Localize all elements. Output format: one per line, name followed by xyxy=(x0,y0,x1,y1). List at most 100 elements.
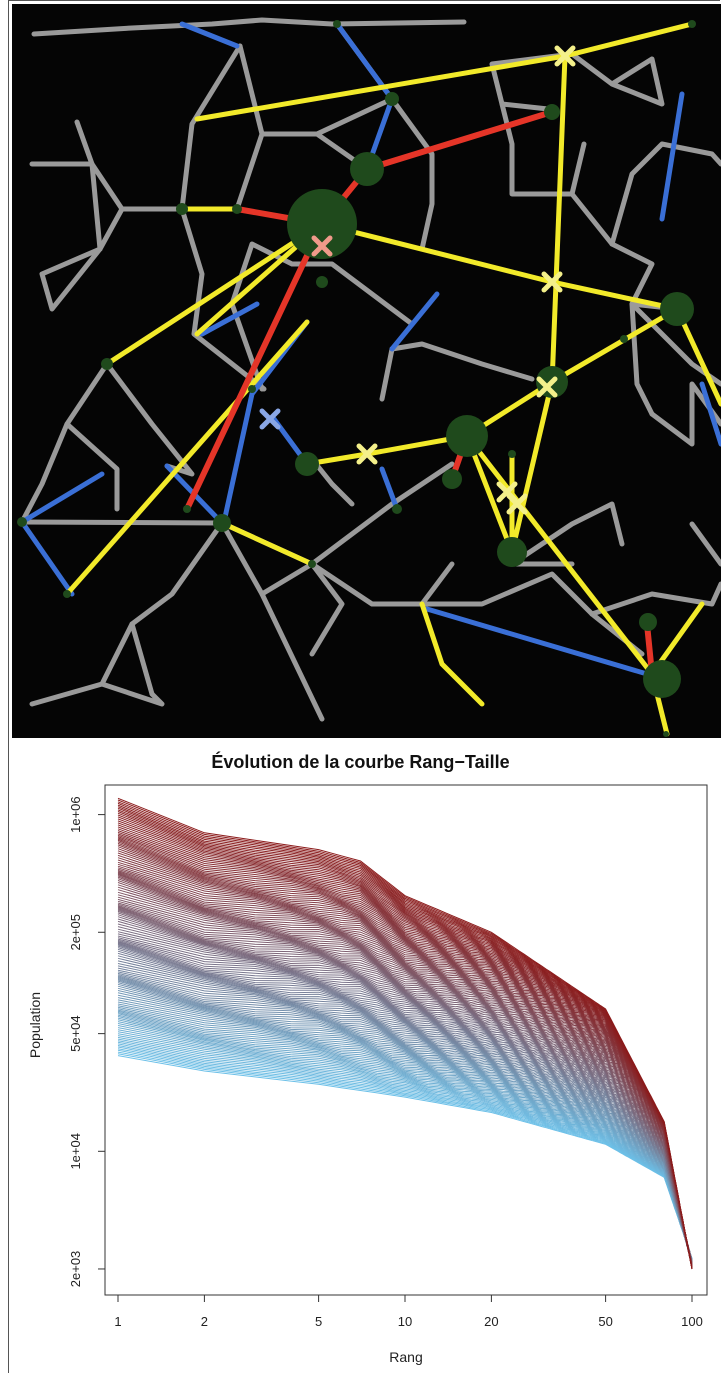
city-node xyxy=(639,613,657,631)
city-node xyxy=(287,189,357,259)
city-node xyxy=(248,385,256,393)
y-tick-label: 5e+04 xyxy=(68,1015,83,1052)
road-segment xyxy=(629,301,655,417)
city-node xyxy=(101,358,113,370)
x-axis-label: Rang xyxy=(389,1349,422,1365)
city-node xyxy=(295,452,319,476)
blue-link xyxy=(659,91,685,222)
blue-link xyxy=(19,471,105,525)
yellow-link xyxy=(419,601,485,707)
road-segment xyxy=(309,461,455,567)
y-tick-label: 2e+05 xyxy=(68,914,83,951)
road-segment xyxy=(609,141,721,247)
road-segment xyxy=(39,119,103,312)
road-segment xyxy=(31,17,467,37)
yellow-link xyxy=(509,379,555,555)
city-node xyxy=(385,92,399,106)
blue-link xyxy=(199,301,260,337)
road-segment xyxy=(99,681,165,707)
x-tick-label: 50 xyxy=(598,1314,612,1329)
x-tick-label: 10 xyxy=(398,1314,412,1329)
red-link xyxy=(364,109,555,172)
city-node xyxy=(213,514,231,532)
city-node xyxy=(232,204,242,214)
city-node xyxy=(663,731,669,737)
city-node xyxy=(620,335,628,343)
road-segment xyxy=(29,161,185,212)
cross-marker-icon xyxy=(541,271,563,293)
road-segment xyxy=(129,520,225,697)
red-links xyxy=(184,109,655,677)
city-node xyxy=(392,504,402,514)
blue-link xyxy=(379,466,400,512)
cross-marker-icon xyxy=(311,235,333,257)
x-tick-label: 1 xyxy=(114,1314,121,1329)
rank-size-curve xyxy=(117,900,693,1266)
city-node xyxy=(688,20,696,28)
cross-marker-icon xyxy=(259,408,281,430)
rank-size-curve xyxy=(117,797,693,1270)
city-node xyxy=(497,537,527,567)
road-segment xyxy=(179,43,267,392)
yellow-link xyxy=(674,306,721,407)
y-axis-label: Population xyxy=(27,992,43,1058)
chart-title: Évolution de la courbe Rang−Taille xyxy=(211,752,510,772)
blue-link xyxy=(424,606,650,677)
city-node xyxy=(643,660,681,698)
city-node xyxy=(350,152,384,186)
cross-marker-icon xyxy=(554,45,576,67)
blue-link xyxy=(179,21,240,49)
yellow-link xyxy=(464,433,655,677)
x-tick-label: 100 xyxy=(681,1314,703,1329)
city-node xyxy=(442,469,462,489)
cross-marker-icon xyxy=(356,443,378,465)
yellow-links xyxy=(64,21,721,737)
y-tick-label: 1e+06 xyxy=(68,796,83,833)
blue-link xyxy=(699,381,721,447)
x-tick-label: 20 xyxy=(484,1314,498,1329)
yellow-link xyxy=(219,520,315,567)
road-segment xyxy=(19,361,110,525)
road-segment xyxy=(259,561,345,657)
road-segment xyxy=(489,51,665,107)
cross-markers xyxy=(259,45,576,515)
rank-size-curve xyxy=(117,939,693,1263)
city-node xyxy=(176,203,188,215)
x-tick-label: 2 xyxy=(201,1314,208,1329)
blue-link xyxy=(389,291,440,352)
yellow-link xyxy=(104,221,325,367)
rank-size-curve xyxy=(117,940,693,1262)
road-segment xyxy=(97,206,125,252)
network-map-panel xyxy=(12,4,721,738)
cross-marker-icon xyxy=(536,376,558,398)
cross-marker-icon xyxy=(506,493,528,515)
y-tick-label: 1e+04 xyxy=(68,1133,83,1170)
yellow-link xyxy=(562,21,695,59)
road-segment xyxy=(389,341,535,382)
city-node xyxy=(63,590,71,598)
yellow-link xyxy=(549,306,680,385)
road-segment xyxy=(309,456,355,507)
road-segment xyxy=(509,501,625,567)
yellow-link xyxy=(64,319,310,597)
road-segment xyxy=(689,521,721,567)
city-node xyxy=(544,104,560,120)
blue-link xyxy=(19,519,75,597)
city-node xyxy=(17,517,27,527)
figure-frame xyxy=(8,0,720,1373)
yellow-link xyxy=(194,53,568,122)
blue-links xyxy=(19,21,721,677)
road-segment xyxy=(379,346,395,402)
yellow-link xyxy=(549,53,568,387)
x-tick-label: 5 xyxy=(315,1314,322,1329)
road-segment xyxy=(309,561,455,607)
city-node xyxy=(508,450,516,458)
road-segment xyxy=(589,581,721,617)
red-link xyxy=(184,221,325,512)
plot-box xyxy=(104,784,708,1296)
road-segment xyxy=(499,101,587,197)
city-node xyxy=(308,560,316,568)
road-segment xyxy=(569,191,681,312)
city-nodes xyxy=(17,20,696,737)
